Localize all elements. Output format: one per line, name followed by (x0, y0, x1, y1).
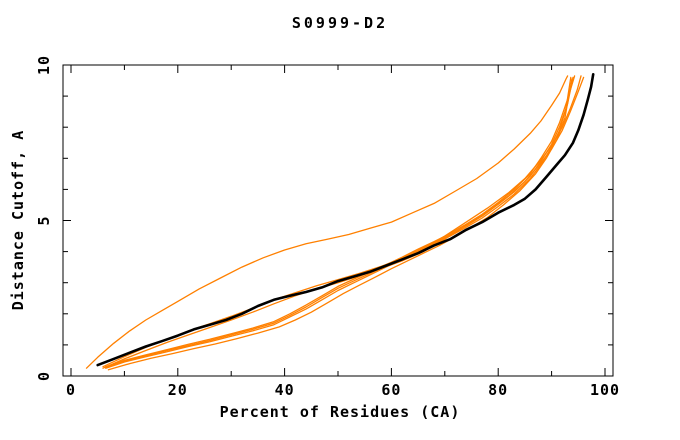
x-tick-label: 100 (590, 381, 620, 399)
black-curve-line (96, 73, 595, 367)
y-tick-label: 0 (35, 371, 53, 381)
y-tick-label: 10 (35, 55, 53, 75)
x-tick-label: 0 (66, 381, 76, 399)
plot-frame (62, 64, 614, 377)
x-tick-label: 60 (381, 381, 401, 399)
y-tick-label: 5 (35, 215, 53, 225)
orange-curve-5-line (105, 75, 576, 368)
orange-curve-1-line (85, 75, 569, 369)
orange-curve-7-line (107, 78, 573, 371)
x-tick-label: 20 (168, 381, 188, 399)
x-axis-label: Percent of Residues (CA) (219, 403, 461, 421)
x-tick-label: 80 (488, 381, 508, 399)
orange-curve-3-line (102, 76, 585, 369)
orange-curve-4-line (105, 76, 572, 369)
orange-curve-6-line (105, 76, 574, 368)
x-tick-label: 40 (275, 381, 295, 399)
y-axis-label: Distance Cutoff, A (9, 129, 27, 311)
chart-title: S0999-D2 (291, 14, 389, 32)
orange-curve-2-line (102, 75, 582, 368)
